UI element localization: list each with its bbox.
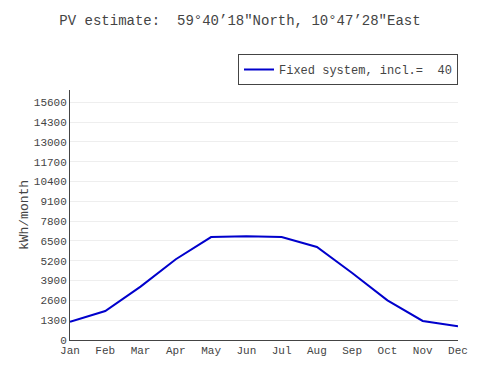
- svg-text:15600: 15600: [34, 97, 67, 109]
- svg-text:2600: 2600: [40, 295, 66, 307]
- svg-text:Apr: Apr: [166, 345, 186, 357]
- svg-text:14300: 14300: [34, 117, 67, 129]
- svg-text:Nov: Nov: [413, 345, 433, 357]
- svg-text:3900: 3900: [40, 275, 66, 287]
- svg-text:Feb: Feb: [95, 345, 115, 357]
- svg-text:10400: 10400: [34, 176, 67, 188]
- svg-text:5200: 5200: [40, 256, 66, 268]
- svg-text:Sep: Sep: [342, 345, 362, 357]
- svg-text:May: May: [201, 345, 221, 357]
- svg-text:9100: 9100: [40, 196, 66, 208]
- svg-text:Jul: Jul: [272, 345, 292, 357]
- svg-text:7800: 7800: [40, 216, 66, 228]
- svg-text:6500: 6500: [40, 236, 66, 248]
- svg-text:0: 0: [60, 335, 67, 347]
- svg-text:13000: 13000: [34, 137, 67, 149]
- svg-text:Mar: Mar: [131, 345, 151, 357]
- svg-text:Fixed system, incl.= 40: Fixed system, incl.= 40: [279, 64, 452, 78]
- svg-text:Oct: Oct: [378, 345, 398, 357]
- svg-text:Dec: Dec: [448, 345, 468, 357]
- svg-text:PV estimate: 59°40’18"North,: PV estimate: 59°40’18"North, 10°47’28"Ea…: [59, 13, 420, 29]
- svg-text:Jun: Jun: [236, 345, 256, 357]
- svg-text:Aug: Aug: [307, 345, 327, 357]
- svg-text:kWh/month: kWh/month: [17, 180, 32, 250]
- svg-text:Jan: Jan: [60, 345, 80, 357]
- svg-text:1300: 1300: [40, 315, 66, 327]
- svg-text:11700: 11700: [34, 157, 67, 169]
